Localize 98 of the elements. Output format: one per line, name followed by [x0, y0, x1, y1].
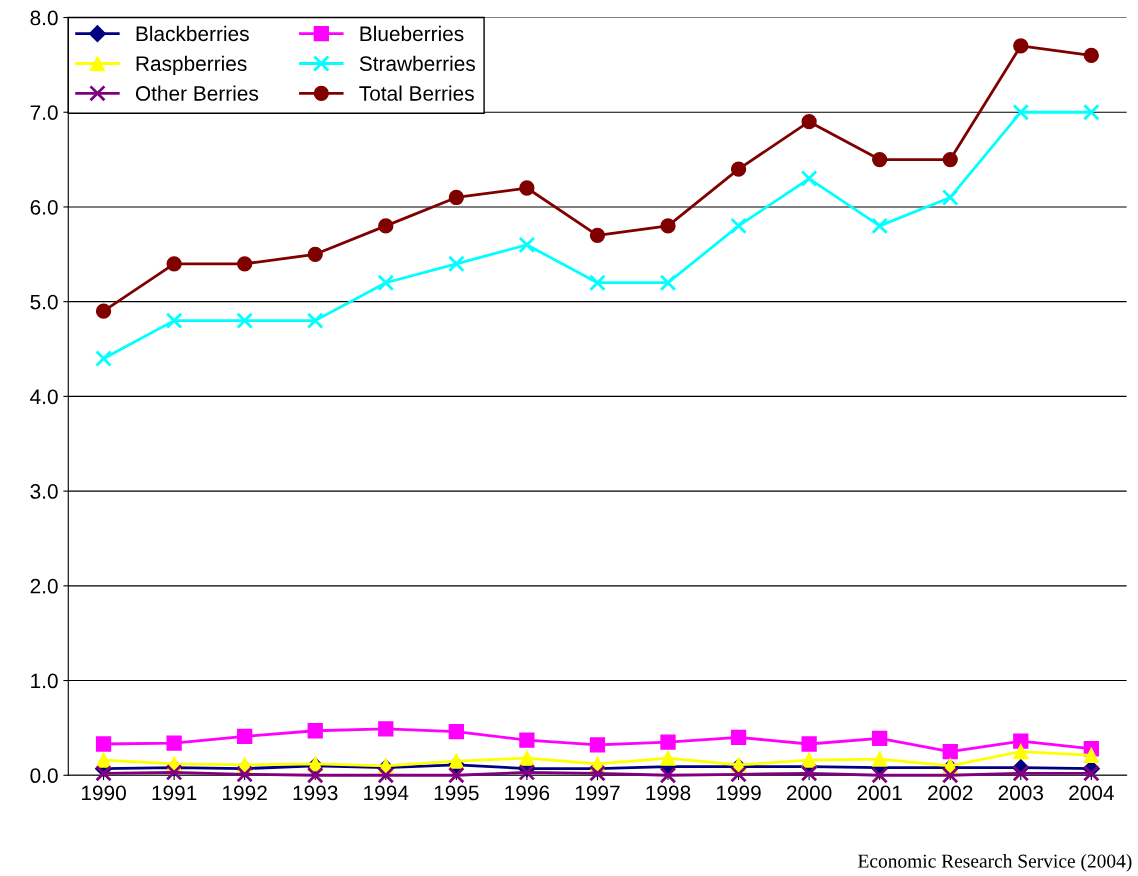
- legend-label: Other Berries: [135, 85, 259, 101]
- x-tick-label: 2003: [998, 785, 1044, 801]
- point: [589, 227, 606, 244]
- point: [660, 750, 676, 766]
- point: [95, 752, 112, 768]
- x-tick-label: 2001: [857, 785, 902, 801]
- point: [730, 161, 747, 177]
- y-tick-label: 5.0: [30, 294, 58, 310]
- point: [801, 114, 817, 130]
- point: [589, 274, 606, 292]
- point: [307, 723, 323, 739]
- point: [872, 151, 888, 168]
- x-tick-label: 1991: [152, 785, 197, 801]
- point: [448, 189, 464, 206]
- point: [377, 274, 395, 292]
- y-tick-label: 7.0: [30, 105, 58, 120]
- y-tick-label: 1.0: [31, 673, 58, 689]
- legend-label: Blackberries: [136, 25, 249, 42]
- point: [166, 735, 182, 751]
- point: [165, 764, 183, 781]
- point: [307, 246, 323, 262]
- point: [236, 765, 253, 783]
- point: [518, 764, 536, 781]
- point: [1013, 743, 1029, 760]
- point: [941, 189, 959, 206]
- point: [659, 766, 677, 784]
- x-tick-label: 1994: [364, 785, 409, 801]
- legend-label: Raspberries: [136, 55, 247, 76]
- x-tick-label: 1997: [575, 785, 620, 801]
- point: [448, 753, 464, 769]
- point: [236, 312, 253, 329]
- x-tick-label: 2000: [787, 785, 832, 801]
- point: [801, 736, 817, 752]
- point: [448, 766, 465, 784]
- point: [519, 180, 535, 196]
- point: [1083, 47, 1099, 64]
- point: [1083, 747, 1099, 764]
- point: [942, 743, 958, 760]
- point: [660, 734, 676, 750]
- point: [377, 766, 395, 784]
- x-tick-label: 2004: [1069, 785, 1114, 801]
- point: [95, 303, 112, 319]
- point: [237, 728, 253, 745]
- point: [448, 255, 465, 273]
- point: [871, 766, 889, 784]
- y-tick-label: 4.0: [30, 389, 58, 405]
- point: [730, 765, 747, 783]
- point: [519, 750, 535, 766]
- point: [941, 766, 959, 784]
- point: [730, 217, 747, 235]
- text: Economic Research Service (2004): [858, 853, 1132, 872]
- point: [378, 218, 394, 234]
- y-tick-label: 0.0: [30, 768, 58, 784]
- legend-label: Blueberries: [360, 25, 464, 42]
- point: [872, 751, 888, 767]
- point: [1013, 38, 1029, 54]
- point: [801, 752, 817, 768]
- point: [378, 721, 394, 737]
- point: [659, 274, 677, 292]
- point: [800, 170, 818, 187]
- point: [1012, 765, 1030, 782]
- x-tick-label: 1992: [223, 785, 267, 801]
- x-tick-label: 2002: [928, 785, 973, 801]
- legend-label: Total Berries: [359, 85, 474, 101]
- point: [660, 218, 676, 234]
- y-tick-label: 6.0: [30, 199, 58, 215]
- point: [871, 217, 889, 235]
- point: [448, 724, 464, 740]
- point: [800, 765, 818, 782]
- point: [1013, 733, 1029, 749]
- point: [166, 256, 182, 272]
- point: [872, 730, 888, 746]
- point: [1083, 765, 1100, 782]
- point: [95, 765, 112, 782]
- x-tick-label: 1998: [646, 785, 691, 801]
- legend-label: Strawberries: [359, 55, 475, 71]
- point: [1012, 103, 1030, 121]
- x-tick-label: 1999: [716, 785, 761, 801]
- point: [518, 236, 536, 254]
- point: [730, 729, 747, 746]
- point: [95, 736, 112, 752]
- point: [237, 256, 253, 272]
- point: [589, 737, 606, 753]
- point: [519, 732, 535, 748]
- x-tick-label: 1995: [434, 785, 479, 801]
- point: [589, 765, 606, 782]
- point: [306, 766, 324, 784]
- point: [165, 312, 183, 329]
- point: [1083, 103, 1100, 121]
- point: [942, 151, 958, 168]
- point: [306, 312, 324, 329]
- y-tick-label: 3.0: [30, 484, 58, 499]
- point: [95, 350, 112, 367]
- y-tick-label: 8.0: [30, 10, 58, 26]
- y-tick-label: 2.0: [30, 578, 58, 594]
- x-tick-label: 1990: [81, 785, 126, 801]
- x-tick-label: 1996: [505, 785, 550, 801]
- x-tick-label: 1993: [293, 785, 338, 801]
